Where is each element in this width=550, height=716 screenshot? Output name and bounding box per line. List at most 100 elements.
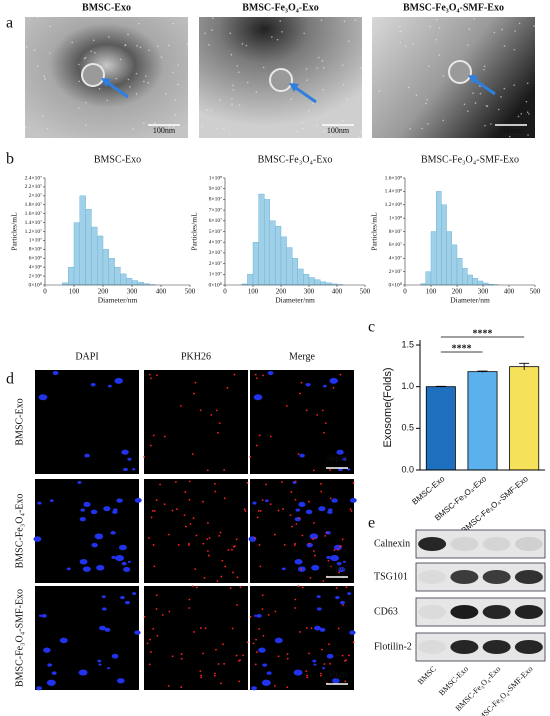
exosome-dot <box>329 662 332 665</box>
speckle <box>316 67 319 69</box>
nucleus <box>47 663 53 667</box>
speckle <box>503 87 506 90</box>
x-axis-label: Diameter/nm <box>98 296 138 305</box>
exosome-dot <box>299 631 301 633</box>
exosome-dot <box>239 659 241 662</box>
error-bar <box>519 362 530 370</box>
arrow-head <box>289 83 299 92</box>
speckle <box>167 44 170 47</box>
exosome-dot <box>189 523 192 525</box>
y-axis-label: Particles/mL <box>10 212 19 251</box>
exosome-dot <box>289 514 292 517</box>
blot-band <box>514 640 543 654</box>
hist-bar <box>292 258 299 286</box>
exosome-dot <box>143 456 146 458</box>
blot-band <box>482 537 511 551</box>
speckle <box>143 80 145 83</box>
exosome-dot <box>179 404 182 407</box>
speckle <box>490 123 492 125</box>
speckle <box>223 128 225 130</box>
speckle <box>503 45 506 47</box>
exosome-dot <box>349 508 352 511</box>
nucleus <box>132 592 137 595</box>
exosome-dot <box>156 374 158 377</box>
exosome-dot <box>206 550 209 552</box>
exosome-dot <box>185 525 187 528</box>
vesicle <box>81 63 105 87</box>
nucleus <box>261 679 271 686</box>
speckle <box>145 75 147 78</box>
speckle <box>342 64 344 66</box>
hist-bar <box>441 204 447 286</box>
scale-label: 100nm <box>153 126 176 135</box>
exosome-dot <box>223 662 226 665</box>
exosome-dot <box>155 499 158 502</box>
y-tick-label: 6×10⁶ <box>29 256 42 262</box>
x-tick-label: 500 <box>360 288 371 296</box>
exosome-dot <box>238 680 241 683</box>
speckle <box>255 91 258 94</box>
exosome-dot <box>300 381 303 384</box>
speckle <box>271 36 273 38</box>
speckle <box>172 22 174 25</box>
vesicle <box>269 68 293 92</box>
nucleus <box>121 561 127 566</box>
nucleus <box>331 498 338 503</box>
hist-bar <box>62 282 69 286</box>
speckle <box>232 84 234 87</box>
y-tick-label: 1.4×10⁷ <box>25 220 42 226</box>
hist-bar <box>91 226 98 286</box>
nucleus <box>251 686 257 691</box>
speckle <box>426 98 428 101</box>
speckle <box>342 83 345 86</box>
speckle <box>174 99 177 102</box>
speckle <box>85 101 87 104</box>
exosome-dot <box>282 508 284 511</box>
blot-band <box>450 605 479 619</box>
speckle <box>323 130 326 133</box>
exosome-dot <box>338 571 340 574</box>
nucleus <box>313 663 317 666</box>
exosome-dot <box>152 544 155 546</box>
scale-label: 50μm <box>327 562 348 572</box>
row-label: BMSC-Exo <box>14 398 25 445</box>
hist-bar <box>108 258 115 286</box>
nucleus <box>305 509 313 515</box>
speckle <box>493 31 496 34</box>
scale-label: 50μm <box>327 669 348 679</box>
nucleus <box>322 384 327 388</box>
speckle <box>78 63 80 66</box>
y-axis-label: Particles/mL <box>190 212 199 251</box>
exosome-dot <box>220 575 223 578</box>
exosome-dot <box>203 577 206 579</box>
exosome-dot <box>149 638 151 641</box>
arrow-head <box>101 78 111 87</box>
exosome-dot <box>328 643 330 646</box>
exosome-dot <box>312 469 315 472</box>
speckle <box>127 78 130 81</box>
hist-bar <box>467 274 473 286</box>
exosome-dot <box>262 374 264 377</box>
nucleus <box>98 663 102 666</box>
speckle <box>171 71 174 74</box>
exosome-dot <box>306 674 308 677</box>
exosome-dot <box>256 377 258 380</box>
exosome-dot <box>206 469 209 472</box>
exosome-dot <box>338 545 341 548</box>
speckle <box>513 48 516 51</box>
nucleus <box>79 516 86 522</box>
exosome-dot <box>327 559 330 562</box>
nucleus <box>264 499 269 503</box>
speckle <box>473 18 475 20</box>
exosome-dot <box>352 481 355 484</box>
y-tick-label: 6×10⁷ <box>389 242 402 248</box>
fluorescence-image <box>144 586 248 690</box>
speckle <box>508 135 511 138</box>
exosome-dot <box>308 500 310 503</box>
speckle <box>176 83 179 86</box>
speckle <box>316 124 318 127</box>
speckle <box>484 124 486 127</box>
exosome-dot <box>286 653 289 655</box>
exosome-dot <box>216 580 219 582</box>
speckle <box>472 92 474 94</box>
